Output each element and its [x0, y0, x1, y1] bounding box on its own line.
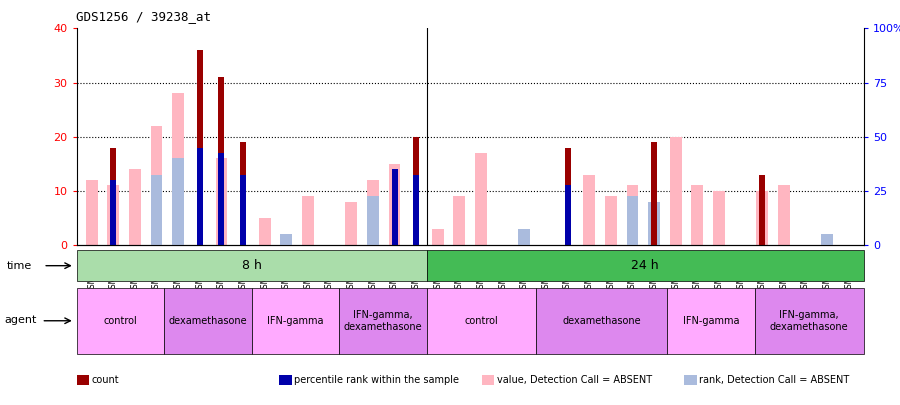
- Bar: [392, 169, 398, 245]
- Text: value, Detection Call = ABSENT: value, Detection Call = ABSENT: [497, 375, 652, 385]
- Text: GDS1256 / 39238_at: GDS1256 / 39238_at: [76, 10, 211, 23]
- Bar: [76, 250, 427, 281]
- Bar: [76, 288, 164, 354]
- Bar: [605, 196, 617, 245]
- Bar: [670, 136, 681, 245]
- Text: 24 h: 24 h: [632, 259, 659, 272]
- Bar: [651, 142, 657, 245]
- Bar: [339, 288, 427, 354]
- Bar: [367, 196, 379, 245]
- Bar: [626, 185, 638, 245]
- Bar: [583, 175, 595, 245]
- Text: control: control: [464, 316, 498, 326]
- Bar: [367, 180, 379, 245]
- Bar: [346, 202, 357, 245]
- Bar: [475, 153, 487, 245]
- Bar: [454, 196, 465, 245]
- Bar: [564, 147, 571, 245]
- Bar: [251, 288, 339, 354]
- Text: control: control: [104, 316, 137, 326]
- Bar: [413, 136, 419, 245]
- Bar: [259, 218, 271, 245]
- Bar: [536, 288, 667, 354]
- Text: count: count: [92, 375, 120, 385]
- Bar: [219, 77, 224, 245]
- Bar: [389, 164, 400, 245]
- Bar: [432, 229, 444, 245]
- Text: dexamethasone: dexamethasone: [562, 316, 641, 326]
- Bar: [129, 169, 141, 245]
- Bar: [518, 229, 530, 245]
- Bar: [564, 185, 571, 245]
- Bar: [648, 202, 660, 245]
- Bar: [760, 175, 765, 245]
- Text: rank, Detection Call = ABSENT: rank, Detection Call = ABSENT: [699, 375, 850, 385]
- Bar: [110, 147, 116, 245]
- Bar: [107, 185, 119, 245]
- Bar: [667, 288, 754, 354]
- Bar: [215, 158, 228, 245]
- Text: IFN-gamma: IFN-gamma: [267, 316, 323, 326]
- Bar: [756, 191, 769, 245]
- Bar: [626, 196, 638, 245]
- Bar: [197, 147, 202, 245]
- Bar: [281, 234, 292, 245]
- Bar: [150, 175, 163, 245]
- Bar: [754, 288, 864, 354]
- Bar: [172, 158, 184, 245]
- Bar: [778, 185, 790, 245]
- Bar: [302, 196, 314, 245]
- Bar: [219, 153, 224, 245]
- Bar: [822, 234, 833, 245]
- Text: IFN-gamma,
dexamethasone: IFN-gamma, dexamethasone: [770, 310, 849, 332]
- Text: dexamethasone: dexamethasone: [168, 316, 248, 326]
- Text: percentile rank within the sample: percentile rank within the sample: [294, 375, 459, 385]
- Text: time: time: [7, 261, 32, 271]
- Bar: [150, 126, 163, 245]
- Bar: [240, 175, 246, 245]
- Bar: [240, 142, 246, 245]
- Text: IFN-gamma: IFN-gamma: [682, 316, 739, 326]
- Text: 8 h: 8 h: [241, 259, 261, 272]
- Text: IFN-gamma,
dexamethasone: IFN-gamma, dexamethasone: [344, 310, 422, 332]
- Bar: [110, 180, 116, 245]
- Bar: [172, 93, 184, 245]
- Bar: [86, 180, 97, 245]
- Bar: [427, 288, 536, 354]
- Text: agent: agent: [4, 315, 37, 325]
- Bar: [691, 185, 704, 245]
- Bar: [164, 288, 251, 354]
- Bar: [197, 50, 202, 245]
- Bar: [713, 191, 725, 245]
- Bar: [427, 250, 864, 281]
- Bar: [413, 175, 419, 245]
